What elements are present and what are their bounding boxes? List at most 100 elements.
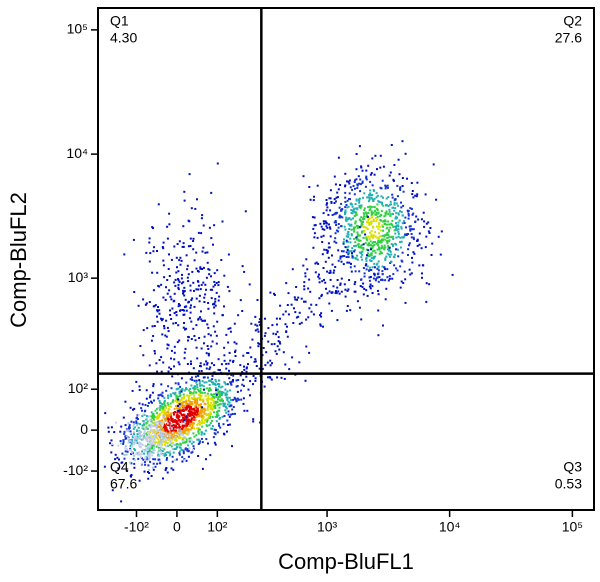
- event-dot: [206, 251, 209, 254]
- event-dot: [297, 315, 300, 318]
- event-dot: [172, 411, 175, 414]
- event-dot: [223, 402, 226, 405]
- event-dot: [297, 296, 300, 299]
- event-dot: [368, 224, 371, 226]
- event-dot: [229, 327, 232, 330]
- event-dot: [133, 441, 136, 444]
- event-dot: [143, 432, 146, 435]
- event-dot: [398, 219, 401, 222]
- event-dot: [134, 449, 137, 452]
- event-dot: [346, 206, 349, 209]
- event-dot: [242, 402, 245, 405]
- event-dot: [249, 346, 252, 349]
- event-dot: [178, 452, 181, 454]
- event-dot: [237, 379, 240, 381]
- event-dot: [178, 280, 181, 283]
- event-dot: [198, 421, 201, 424]
- event-dot: [183, 441, 186, 444]
- event-dot: [217, 391, 220, 394]
- event-dot: [401, 177, 404, 179]
- event-dot: [195, 414, 198, 416]
- event-dot: [213, 411, 215, 414]
- event-dot: [117, 467, 120, 470]
- event-dot: [188, 414, 191, 417]
- event-dot: [133, 431, 135, 434]
- event-dot: [183, 286, 186, 289]
- event-dot: [156, 320, 159, 323]
- event-dot: [133, 407, 136, 410]
- event-dot: [379, 241, 382, 244]
- event-dot: [170, 415, 173, 418]
- event-dot: [210, 397, 213, 400]
- event-dot: [232, 374, 235, 377]
- event-dot: [424, 193, 427, 196]
- event-dot: [359, 207, 362, 210]
- event-dot: [187, 421, 190, 424]
- event-dot: [350, 223, 353, 226]
- event-dot: [185, 408, 187, 411]
- event-dot: [141, 448, 144, 451]
- event-dot: [192, 240, 195, 242]
- event-dot: [382, 165, 385, 168]
- event-dot: [324, 260, 327, 263]
- event-dot: [392, 245, 394, 247]
- event-dot: [213, 393, 215, 396]
- event-dot: [339, 184, 342, 186]
- event-dot: [204, 419, 207, 422]
- event-dot: [152, 385, 155, 388]
- event-dot: [200, 394, 203, 397]
- event-dot: [163, 448, 166, 451]
- event-dot: [185, 327, 188, 330]
- event-dot: [208, 268, 211, 271]
- event-dot: [198, 337, 201, 339]
- event-dot: [177, 324, 180, 327]
- event-dot: [190, 423, 192, 425]
- event-dot: [313, 216, 316, 219]
- event-dot: [284, 323, 287, 326]
- event-dot: [382, 225, 385, 228]
- event-dot: [377, 200, 380, 203]
- event-dot: [199, 398, 202, 401]
- event-dot: [187, 399, 190, 402]
- event-dot: [353, 250, 356, 253]
- event-dot: [329, 189, 332, 192]
- event-dot: [203, 391, 206, 394]
- event-dot: [368, 193, 371, 196]
- event-dot: [211, 404, 214, 407]
- event-dot: [235, 400, 238, 403]
- event-dot: [143, 470, 146, 473]
- event-dot: [370, 172, 373, 175]
- event-dot: [151, 454, 154, 457]
- event-dot: [153, 325, 156, 327]
- event-dot: [350, 234, 353, 237]
- event-dot: [113, 431, 116, 434]
- event-dot: [164, 432, 167, 435]
- event-dot: [197, 428, 200, 431]
- event-dot: [193, 409, 196, 412]
- event-dot: [152, 227, 154, 230]
- event-dot: [230, 413, 233, 416]
- event-dot: [217, 281, 220, 284]
- event-dot: [155, 434, 158, 437]
- event-dot: [393, 209, 396, 212]
- event-dot: [195, 324, 198, 327]
- event-dot: [200, 398, 203, 401]
- event-dot: [173, 292, 176, 295]
- event-dot: [198, 414, 201, 417]
- event-dot: [212, 285, 215, 288]
- event-dot: [143, 423, 145, 426]
- event-dot: [373, 256, 376, 258]
- event-dot: [356, 254, 359, 257]
- event-dot: [168, 275, 171, 277]
- event-dot: [397, 255, 400, 258]
- event-dot: [153, 447, 156, 450]
- event-dot: [401, 222, 404, 225]
- event-dot: [330, 201, 333, 203]
- event-dot: [276, 330, 279, 333]
- event-dot: [369, 205, 372, 208]
- event-dot: [349, 266, 352, 269]
- event-dot: [132, 421, 135, 424]
- event-dot: [173, 431, 176, 434]
- event-dot: [337, 230, 340, 233]
- event-dot: [165, 319, 168, 322]
